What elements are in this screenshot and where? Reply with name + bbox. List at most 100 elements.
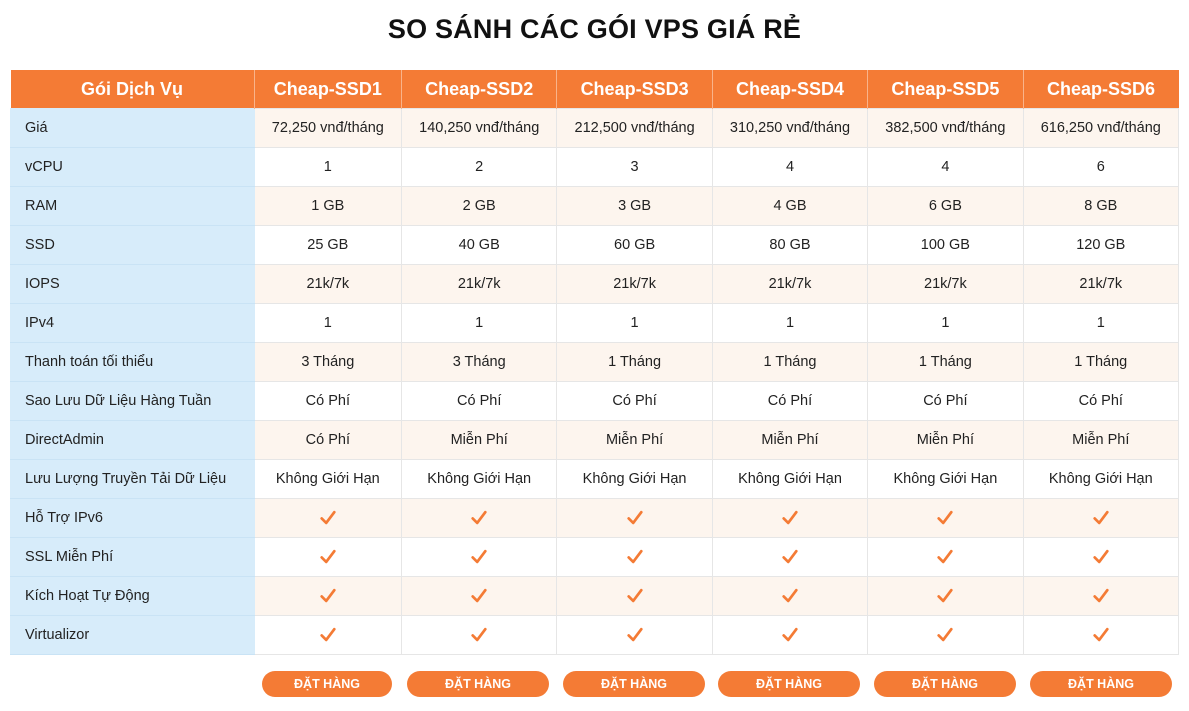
table-cell: Có Phí: [400, 381, 558, 421]
table-cell: [867, 498, 1024, 538]
header-plan: Cheap-SSD3: [556, 70, 713, 109]
table-row: Lưu Lượng Truyền Tải Dữ Liệu Không Giới H…: [10, 459, 1180, 499]
table-cell: Không Giới Hạn: [253, 459, 403, 499]
table-cell: 616,250 vnđ/tháng: [1022, 108, 1180, 148]
row-label: IPv4: [10, 303, 255, 343]
table-cell: 1: [867, 303, 1024, 343]
checkmark-icon: [319, 548, 337, 566]
table-cell: Có Phí: [253, 381, 403, 421]
table-cell: 100 GB: [867, 225, 1024, 265]
checkmark-icon: [470, 548, 488, 566]
order-button[interactable]: ĐẶT HÀNG: [874, 671, 1016, 697]
table-cell: 6: [1022, 147, 1180, 187]
checkmark-icon: [936, 509, 954, 527]
table-cell: 4: [867, 147, 1024, 187]
order-button-row: ĐẶT HÀNG ĐẶT HÀNG ĐẶT HÀNG ĐẶT HÀNG ĐẶT …: [0, 671, 1189, 697]
table-cell: [867, 537, 1024, 577]
checkmark-icon: [781, 626, 799, 644]
table-cell: 72,250 vnđ/tháng: [253, 108, 403, 148]
order-button[interactable]: ĐẶT HÀNG: [262, 671, 392, 697]
table-cell: [253, 498, 403, 538]
table-cell: 21k/7k: [556, 264, 713, 304]
checkmark-icon: [470, 626, 488, 644]
checkmark-icon: [319, 509, 337, 527]
table-cell: [400, 576, 558, 616]
table-row: Hỗ Trợ IPv6: [10, 498, 1180, 538]
table-cell: 21k/7k: [867, 264, 1024, 304]
table-row: Thanh toán tối thiểu 3 Tháng 3 Tháng 1 Thán…: [10, 342, 1180, 382]
checkmark-icon: [936, 626, 954, 644]
table-cell: [253, 615, 403, 655]
table-cell: Miễn Phí: [867, 420, 1024, 460]
table-cell: 1 Tháng: [1022, 342, 1180, 382]
checkmark-icon: [1092, 509, 1110, 527]
table-row: SSL Miễn Phí: [10, 537, 1180, 577]
table-cell: 3 Tháng: [400, 342, 558, 382]
table-cell: 3: [556, 147, 713, 187]
header-plan: Cheap-SSD4: [712, 70, 869, 109]
checkmark-icon: [470, 587, 488, 605]
table-cell: 120 GB: [1022, 225, 1180, 265]
row-label: IOPS: [10, 264, 255, 304]
table-cell: Có Phí: [711, 381, 869, 421]
table-cell: [556, 537, 713, 577]
row-label: vCPU: [10, 147, 255, 187]
checkmark-icon: [319, 626, 337, 644]
order-button[interactable]: ĐẶT HÀNG: [563, 671, 705, 697]
table-cell: 1 Tháng: [867, 342, 1024, 382]
table-cell: [253, 576, 403, 616]
table-cell: [1022, 498, 1180, 538]
comparison-table: Gói Dịch Vụ Cheap-SSD1 Cheap-SSD2 Cheap-…: [10, 70, 1180, 655]
table-cell: 1 Tháng: [711, 342, 869, 382]
row-label: Virtualizor: [10, 615, 255, 655]
checkmark-icon: [470, 509, 488, 527]
checkmark-icon: [626, 587, 644, 605]
page-title: SO SÁNH CÁC GÓI VPS GIÁ RẺ: [387, 14, 802, 44]
table-cell: 4 GB: [711, 186, 869, 226]
table-cell: 8 GB: [1022, 186, 1180, 226]
checkmark-icon: [781, 548, 799, 566]
table-cell: [400, 615, 558, 655]
table-cell: [556, 498, 713, 538]
table-cell: 1 GB: [253, 186, 403, 226]
table-cell: 1: [1022, 303, 1180, 343]
table-cell: 60 GB: [556, 225, 713, 265]
table-cell: Miễn Phí: [556, 420, 713, 460]
table-row: vCPU 1 2 3 4 4 6: [10, 147, 1180, 187]
table-cell: [1022, 615, 1180, 655]
table-cell: 3 GB: [556, 186, 713, 226]
table-cell: Không Giới Hạn: [400, 459, 558, 499]
checkmark-icon: [936, 587, 954, 605]
table-row: Kích Hoạt Tự Động: [10, 576, 1180, 616]
table-cell: 1: [253, 147, 403, 187]
table-row: RAM 1 GB 2 GB 3 GB 4 GB 6 GB 8 GB: [10, 186, 1180, 226]
row-label: Kích Hoạt Tự Động: [10, 576, 255, 616]
table-cell: 310,250 vnđ/tháng: [711, 108, 869, 148]
table-cell: [711, 537, 869, 577]
checkmark-icon: [1092, 626, 1110, 644]
table-row: IPv4 1 1 1 1 1 1: [10, 303, 1180, 343]
table-cell: [400, 498, 558, 538]
table-cell: Có Phí: [556, 381, 713, 421]
table-cell: Miễn Phí: [400, 420, 558, 460]
table-cell: 2 GB: [400, 186, 558, 226]
table-cell: [711, 498, 869, 538]
table-cell: 212,500 vnđ/tháng: [556, 108, 713, 148]
row-label: Sao Lưu Dữ Liệu Hàng Tuần: [10, 381, 255, 421]
row-label: RAM: [10, 186, 255, 226]
row-label: Giá: [10, 108, 255, 148]
table-cell: 21k/7k: [400, 264, 558, 304]
row-label: SSD: [10, 225, 255, 265]
table-cell: [1022, 537, 1180, 577]
order-button[interactable]: ĐẶT HÀNG: [407, 671, 549, 697]
order-button[interactable]: ĐẶT HÀNG: [1030, 671, 1172, 697]
table-cell: Không Giới Hạn: [556, 459, 713, 499]
row-label: Lưu Lượng Truyền Tải Dữ Liệu: [10, 459, 255, 499]
order-button[interactable]: ĐẶT HÀNG: [718, 671, 860, 697]
table-row: DirectAdmin Có Phí Miễn Phí Miễn Phí Miễn Ph…: [10, 420, 1180, 460]
table-cell: Không Giới Hạn: [711, 459, 869, 499]
checkmark-icon: [1092, 587, 1110, 605]
table-cell: 3 Tháng: [253, 342, 403, 382]
table-cell: 382,500 vnđ/tháng: [867, 108, 1024, 148]
row-label: SSL Miễn Phí: [10, 537, 255, 577]
